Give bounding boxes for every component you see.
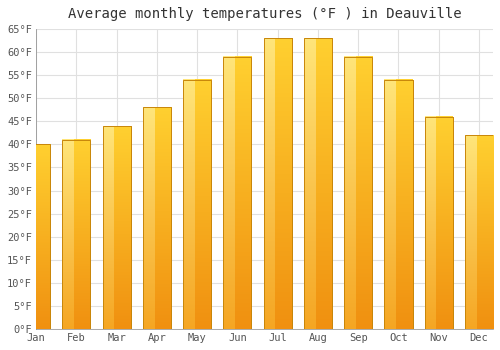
Bar bbox=[143, 107, 171, 329]
Bar bbox=[384, 80, 412, 329]
Bar bbox=[143, 107, 171, 329]
Bar bbox=[424, 117, 453, 329]
Bar bbox=[102, 126, 130, 329]
Bar bbox=[264, 38, 292, 329]
Bar bbox=[304, 38, 332, 329]
Bar bbox=[424, 117, 453, 329]
Bar bbox=[344, 57, 372, 329]
Bar bbox=[264, 38, 292, 329]
Bar bbox=[465, 135, 493, 329]
Bar bbox=[183, 80, 211, 329]
Bar bbox=[62, 140, 90, 329]
Bar bbox=[22, 145, 50, 329]
Bar bbox=[465, 135, 493, 329]
Bar bbox=[102, 126, 130, 329]
Bar bbox=[224, 57, 252, 329]
Bar bbox=[224, 57, 252, 329]
Bar bbox=[344, 57, 372, 329]
Bar bbox=[384, 80, 412, 329]
Title: Average monthly temperatures (°F ) in Deauville: Average monthly temperatures (°F ) in De… bbox=[68, 7, 462, 21]
Bar bbox=[22, 145, 50, 329]
Bar bbox=[183, 80, 211, 329]
Bar bbox=[62, 140, 90, 329]
Bar bbox=[304, 38, 332, 329]
